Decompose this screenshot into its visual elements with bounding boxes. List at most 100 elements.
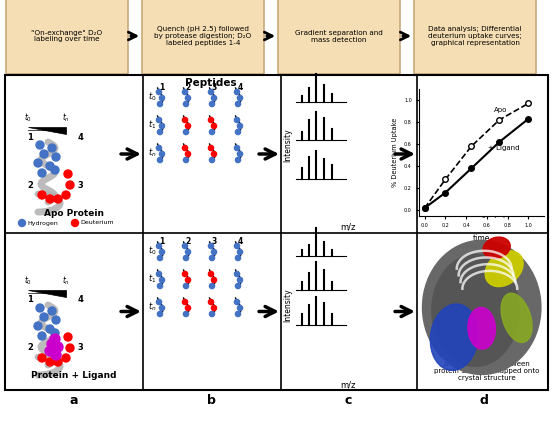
- Text: 3: 3: [77, 181, 83, 190]
- Ellipse shape: [468, 307, 495, 349]
- Circle shape: [234, 299, 239, 304]
- Text: "On-exchange" D₂O
labeling over time: "On-exchange" D₂O labeling over time: [32, 29, 102, 43]
- FancyBboxPatch shape: [414, 0, 536, 74]
- Circle shape: [51, 166, 59, 174]
- Ellipse shape: [485, 251, 523, 287]
- Circle shape: [235, 129, 240, 134]
- Text: $t_1$: $t_1$: [148, 273, 156, 285]
- Circle shape: [40, 313, 48, 321]
- Circle shape: [156, 146, 162, 150]
- Apo: [468, 144, 475, 149]
- Text: 2: 2: [27, 344, 33, 352]
- Circle shape: [157, 283, 163, 289]
- Text: 4: 4: [77, 295, 83, 304]
- + Ligand: [525, 116, 532, 121]
- Text: Δ% D₂O uptake between
protein ± ligand mapped onto
crystal structure: Δ% D₂O uptake between protein ± ligand m…: [434, 361, 540, 381]
- Circle shape: [46, 162, 54, 170]
- Circle shape: [209, 283, 214, 289]
- Circle shape: [235, 158, 240, 162]
- Circle shape: [182, 243, 188, 249]
- Circle shape: [208, 299, 214, 304]
- Text: Differential D₂O uptake
for a single peptide: Differential D₂O uptake for a single pep…: [447, 205, 527, 218]
- Circle shape: [238, 277, 243, 283]
- Circle shape: [46, 195, 54, 203]
- Circle shape: [156, 271, 162, 277]
- Text: $t_n$: $t_n$: [148, 301, 156, 313]
- Text: m/z: m/z: [340, 222, 356, 231]
- Circle shape: [186, 277, 191, 283]
- Circle shape: [235, 101, 240, 107]
- + Ligand: [442, 190, 449, 195]
- Apo: [496, 117, 502, 122]
- Circle shape: [238, 249, 243, 255]
- Circle shape: [160, 95, 165, 101]
- Text: 3: 3: [77, 344, 83, 352]
- Bar: [5, 75, 548, 390]
- Circle shape: [235, 283, 240, 289]
- Circle shape: [208, 271, 214, 277]
- Ellipse shape: [432, 255, 519, 366]
- Circle shape: [51, 350, 61, 360]
- Circle shape: [212, 123, 217, 129]
- Circle shape: [209, 101, 214, 107]
- Circle shape: [183, 283, 188, 289]
- Text: $t_0$: $t_0$: [24, 112, 32, 124]
- Text: Apo: Apo: [494, 107, 507, 113]
- Circle shape: [45, 346, 55, 356]
- Circle shape: [40, 150, 48, 158]
- Circle shape: [209, 312, 214, 316]
- Circle shape: [234, 243, 239, 249]
- Text: Intensity: Intensity: [284, 128, 293, 162]
- Circle shape: [235, 312, 240, 316]
- Circle shape: [238, 123, 243, 129]
- Text: + Ligand: + Ligand: [488, 145, 520, 151]
- Circle shape: [238, 95, 243, 101]
- Circle shape: [36, 141, 44, 149]
- Circle shape: [54, 358, 62, 366]
- Circle shape: [66, 181, 74, 189]
- Circle shape: [182, 271, 188, 277]
- Circle shape: [157, 312, 163, 316]
- Circle shape: [238, 305, 243, 311]
- Ellipse shape: [423, 240, 541, 375]
- Text: 1: 1: [160, 238, 165, 247]
- Apo: [525, 101, 532, 106]
- Text: $t_1$: $t_1$: [148, 119, 156, 131]
- Circle shape: [64, 170, 72, 178]
- Text: Data analysis; Differential
deuterium uptake curves;
graphical representation: Data analysis; Differential deuterium up…: [428, 26, 522, 46]
- Circle shape: [212, 95, 217, 101]
- Text: d: d: [479, 395, 488, 408]
- Circle shape: [209, 129, 214, 134]
- Y-axis label: % Deuterium Uptake: % Deuterium Uptake: [392, 118, 398, 187]
- Circle shape: [156, 117, 162, 123]
- Circle shape: [234, 89, 239, 95]
- Circle shape: [38, 169, 46, 177]
- Circle shape: [208, 117, 214, 123]
- Circle shape: [182, 299, 188, 304]
- Text: Hydrogen: Hydrogen: [27, 221, 58, 226]
- Line: + Ligand: + Ligand: [422, 116, 531, 211]
- Circle shape: [182, 117, 188, 123]
- Circle shape: [156, 89, 162, 95]
- Text: a: a: [69, 395, 78, 408]
- Circle shape: [208, 146, 214, 150]
- Circle shape: [64, 333, 72, 341]
- Circle shape: [156, 243, 162, 249]
- Circle shape: [18, 219, 25, 227]
- + Ligand: [496, 139, 502, 145]
- Circle shape: [212, 277, 217, 283]
- Circle shape: [160, 305, 165, 311]
- Circle shape: [52, 316, 60, 324]
- Circle shape: [48, 144, 56, 152]
- Circle shape: [235, 255, 240, 261]
- Circle shape: [160, 123, 165, 129]
- Circle shape: [186, 95, 191, 101]
- Circle shape: [186, 151, 191, 157]
- Text: Quench (pH 2.5) followed
by protease digestion; D₂O
labeled peptides 1-4: Quench (pH 2.5) followed by protease dig…: [155, 26, 252, 46]
- Text: 2: 2: [186, 84, 191, 93]
- Circle shape: [47, 339, 57, 349]
- Circle shape: [212, 151, 217, 157]
- Ellipse shape: [430, 304, 478, 370]
- Text: Protein + Ligand: Protein + Ligand: [31, 372, 117, 380]
- Circle shape: [183, 158, 188, 162]
